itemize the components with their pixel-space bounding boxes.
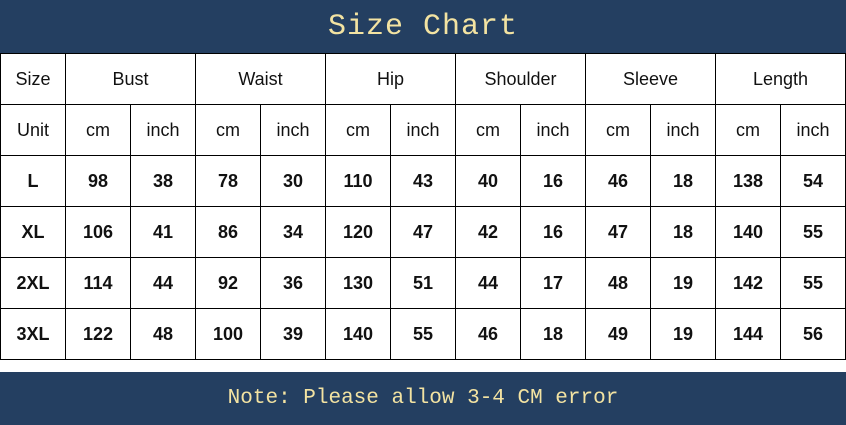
- unit-cm: cm: [455, 104, 522, 156]
- table-row: XL 106 41 86 34 120 47 42 16 47 18 140 55: [0, 206, 846, 258]
- unit-inch: inch: [520, 104, 587, 156]
- table-row: 2XL 114 44 92 36 130 51 44 17 48 19 142 55: [0, 257, 846, 309]
- value-cell: 122: [65, 308, 131, 360]
- header-group: Bust: [65, 53, 196, 105]
- header-group: Shoulder: [455, 53, 587, 105]
- value-cell: 86: [195, 206, 261, 258]
- unit-cm: cm: [195, 104, 261, 156]
- value-cell: 51: [389, 257, 457, 309]
- value-cell: 30: [260, 155, 326, 207]
- value-cell: 44: [130, 257, 196, 309]
- unit-inch: inch: [389, 104, 457, 156]
- value-cell: 17: [520, 257, 587, 309]
- header-group: Waist: [195, 53, 326, 105]
- value-cell: 18: [520, 308, 587, 360]
- value-cell: 19: [650, 257, 717, 309]
- table-row: 3XL 122 48 100 39 140 55 46 18 49 19 144 56: [0, 308, 846, 360]
- size-chart-title: Size Chart: [0, 0, 846, 53]
- value-cell: 138: [715, 155, 782, 207]
- value-cell: 130: [325, 257, 391, 309]
- size-cell: 2XL: [0, 257, 66, 309]
- header-size: Size: [0, 53, 66, 105]
- value-cell: 38: [130, 155, 196, 207]
- header-group: Hip: [324, 53, 457, 105]
- value-cell: 106: [65, 206, 131, 258]
- header-row: Size Bust Waist Hip Shoulder Sleeve Length: [0, 53, 846, 105]
- value-cell: 110: [325, 155, 391, 207]
- unit-cm: cm: [65, 104, 131, 156]
- value-cell: 55: [780, 257, 846, 309]
- value-cell: 18: [650, 206, 717, 258]
- value-cell: 140: [715, 206, 782, 258]
- unit-cm: cm: [585, 104, 652, 156]
- value-cell: 49: [585, 308, 652, 360]
- header-group: Sleeve: [585, 53, 717, 105]
- value-cell: 56: [780, 308, 846, 360]
- value-cell: 92: [195, 257, 261, 309]
- size-cell: L: [0, 155, 66, 207]
- unit-row: Unit cm inch cm inch cm inch cm inch cm inch cm inch: [0, 104, 846, 156]
- size-cell: 3XL: [0, 308, 66, 360]
- value-cell: 114: [65, 257, 131, 309]
- value-cell: 16: [520, 206, 587, 258]
- unit-inch: inch: [260, 104, 326, 156]
- value-cell: 46: [585, 155, 652, 207]
- value-cell: 48: [130, 308, 196, 360]
- value-cell: 41: [130, 206, 196, 258]
- size-table: Size Bust Waist Hip Shoulder Sleeve Length Unit…: [0, 53, 846, 360]
- value-cell: 120: [325, 206, 391, 258]
- value-cell: 48: [585, 257, 652, 309]
- value-cell: 40: [455, 155, 522, 207]
- unit-inch: inch: [650, 104, 717, 156]
- value-cell: 46: [455, 308, 522, 360]
- value-cell: 47: [585, 206, 652, 258]
- value-cell: 34: [260, 206, 326, 258]
- value-cell: 144: [715, 308, 782, 360]
- note-text: Note: Please allow 3-4 CM error: [0, 372, 846, 425]
- value-cell: 39: [260, 308, 326, 360]
- value-cell: 78: [195, 155, 261, 207]
- value-cell: 55: [780, 206, 846, 258]
- unit-label: Unit: [0, 104, 66, 156]
- value-cell: 44: [455, 257, 522, 309]
- header-group: Length: [715, 53, 846, 105]
- value-cell: 42: [455, 206, 522, 258]
- value-cell: 140: [325, 308, 391, 360]
- unit-inch: inch: [130, 104, 196, 156]
- value-cell: 16: [520, 155, 587, 207]
- value-cell: 47: [389, 206, 457, 258]
- unit-cm: cm: [715, 104, 782, 156]
- unit-cm: cm: [325, 104, 391, 156]
- table-row: L 98 38 78 30 110 43 40 16 46 18 138 54: [0, 155, 846, 207]
- value-cell: 19: [650, 308, 717, 360]
- value-cell: 142: [715, 257, 782, 309]
- value-cell: 100: [195, 308, 261, 360]
- value-cell: 36: [260, 257, 326, 309]
- size-cell: XL: [0, 206, 66, 258]
- value-cell: 54: [780, 155, 846, 207]
- unit-inch: inch: [780, 104, 846, 156]
- value-cell: 18: [650, 155, 717, 207]
- value-cell: 43: [389, 155, 457, 207]
- value-cell: 55: [389, 308, 457, 360]
- value-cell: 98: [65, 155, 131, 207]
